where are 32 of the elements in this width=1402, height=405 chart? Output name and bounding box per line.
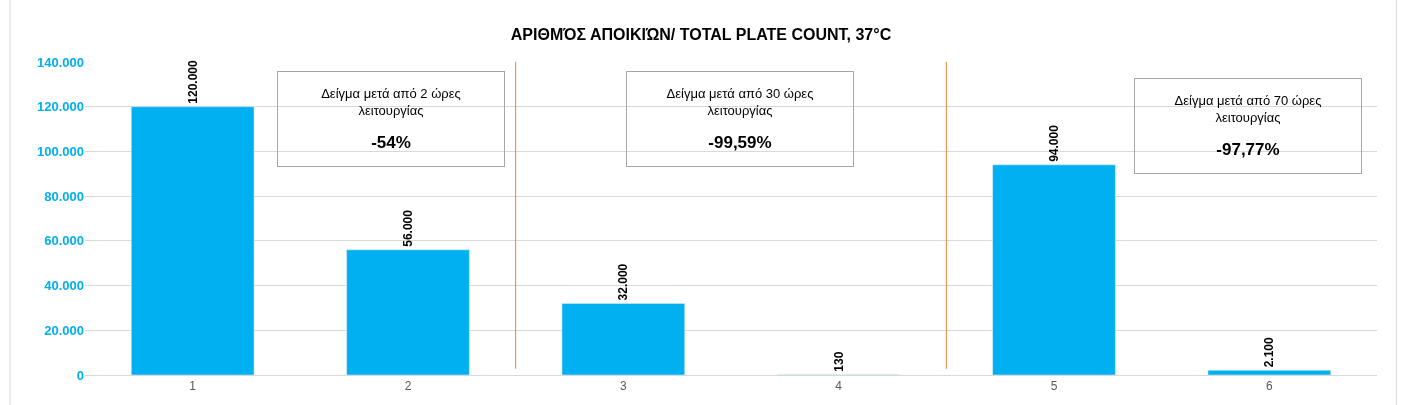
bar xyxy=(561,303,685,375)
bar xyxy=(346,249,470,375)
data-label: 130 xyxy=(831,351,846,372)
data-label: 120.000 xyxy=(185,60,200,104)
y-tick-label: 100.000 xyxy=(37,143,84,159)
bar xyxy=(1207,370,1331,375)
y-tick-label: 0 xyxy=(76,367,84,383)
annotation: -99,59% xyxy=(708,133,772,153)
data-label: 2.100 xyxy=(1262,336,1277,368)
annotation: Δείγμα μετά από 2 ώρες λειτουργίας xyxy=(321,85,461,118)
chart-title: ΑΡΙΘΜΌΣ ΑΠΟΙΚΙΏΝ/ TOTAL PLATE COUNT, 37°C xyxy=(510,25,892,43)
annotation: Δείγμα μετά από 70 ώρες λειτουργίας xyxy=(1174,92,1322,125)
x-tick-label: 2 xyxy=(404,379,412,394)
y-tick-label: 60.000 xyxy=(44,233,84,249)
annotation: -97,77% xyxy=(1216,140,1280,160)
y-tick-label: 140.000 xyxy=(37,54,84,70)
x-tick-label: 1 xyxy=(189,379,197,394)
annotation: -54% xyxy=(371,133,411,153)
y-tick-label: 80.000 xyxy=(44,188,84,204)
x-tick-label: 6 xyxy=(1265,379,1273,394)
x-tick-label: 5 xyxy=(1050,379,1058,394)
data-label: 94.000 xyxy=(1047,124,1061,162)
y-tick-label: 20.000 xyxy=(44,322,84,338)
x-tick-label: 4 xyxy=(835,379,843,394)
data-label: 32.000 xyxy=(616,263,631,301)
y-tick-label: 120.000 xyxy=(37,99,84,115)
bar xyxy=(131,106,255,375)
y-tick-label: 40.000 xyxy=(44,278,84,294)
annotation: Δείγμα μετά από 30 ώρες λειτουργίας xyxy=(666,85,814,118)
bar xyxy=(992,164,1116,375)
x-tick-label: 3 xyxy=(619,379,627,394)
data-label: 56.000 xyxy=(401,209,415,247)
